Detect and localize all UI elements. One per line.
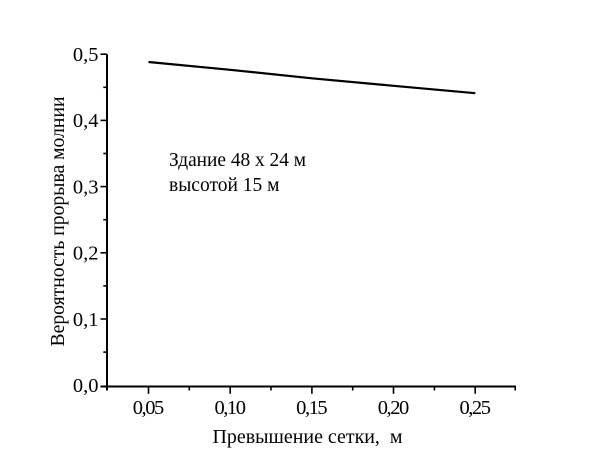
svg-text:Вероятность прорыва молнии: Вероятность прорыва молнии (47, 96, 69, 346)
svg-text:0,15: 0,15 (296, 397, 328, 419)
svg-text:0,3: 0,3 (73, 176, 99, 198)
svg-text:0,20: 0,20 (378, 397, 410, 419)
svg-text:0,5: 0,5 (73, 44, 99, 66)
svg-text:0,10: 0,10 (214, 397, 246, 419)
svg-text:0,1: 0,1 (73, 309, 99, 331)
svg-text:0,4: 0,4 (73, 110, 99, 132)
svg-text:высотой 15 м: высотой 15 м (169, 174, 280, 196)
svg-text:Превышение сетки, м: Превышение сетки, м (213, 426, 403, 448)
svg-text:Здание 48 х 24 м: Здание 48 х 24 м (169, 149, 306, 171)
svg-text:0,0: 0,0 (73, 375, 99, 397)
svg-text:0,05: 0,05 (133, 397, 165, 419)
svg-text:0,2: 0,2 (73, 243, 99, 265)
svg-text:0,25: 0,25 (459, 397, 491, 419)
